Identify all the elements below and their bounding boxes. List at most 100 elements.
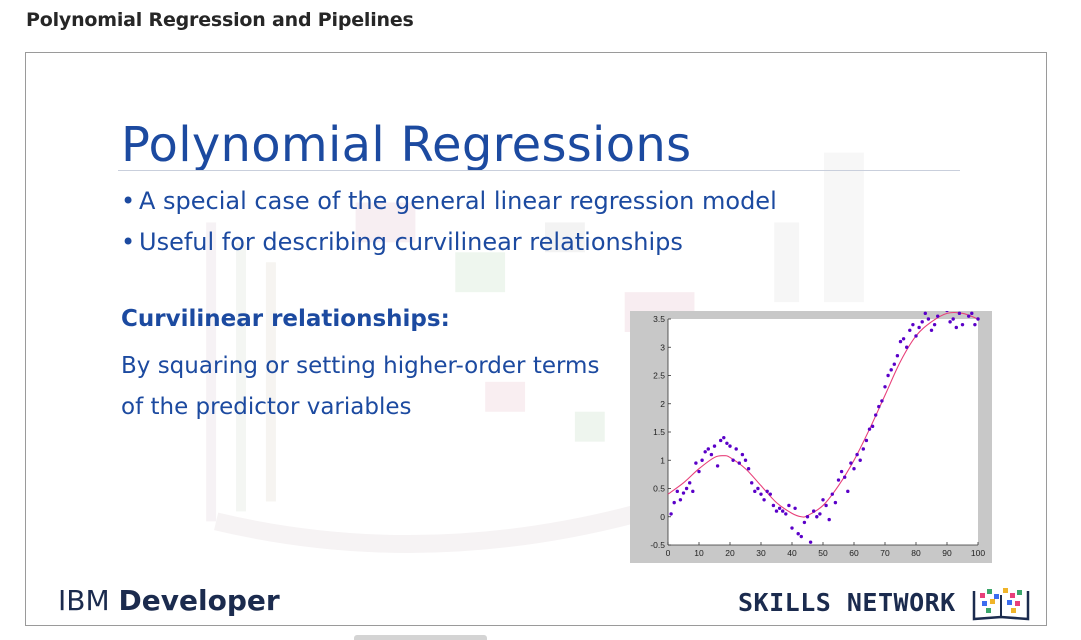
data-point — [709, 452, 714, 457]
data-point — [712, 444, 717, 448]
data-point — [951, 317, 955, 321]
x-tick-label: 80 — [911, 548, 921, 558]
data-point — [700, 458, 704, 462]
data-point — [967, 314, 971, 318]
video-slide[interactable]: Polynomial Regressions • A special case o… — [25, 52, 1047, 626]
data-point — [765, 489, 769, 494]
data-point — [706, 447, 710, 451]
data-point — [737, 461, 741, 465]
data-point — [852, 467, 856, 471]
data-point — [675, 489, 679, 494]
description-line: By squaring or setting higher-order term… — [121, 353, 600, 379]
data-point — [734, 447, 738, 451]
data-point — [957, 311, 962, 316]
skills-network-book-icon — [972, 588, 1030, 621]
data-point — [870, 424, 875, 429]
data-point — [725, 441, 729, 445]
data-point — [821, 498, 825, 502]
data-point — [839, 469, 844, 474]
data-point — [793, 506, 797, 510]
data-point — [681, 491, 686, 495]
data-point — [678, 498, 683, 502]
data-point — [917, 325, 921, 330]
data-point — [762, 498, 766, 502]
data-point — [861, 447, 865, 451]
data-point — [790, 526, 794, 530]
data-point — [905, 345, 909, 349]
data-point — [743, 458, 748, 462]
bullet-dot: • — [121, 228, 136, 256]
data-point — [815, 515, 819, 519]
data-point — [672, 500, 676, 505]
data-point — [976, 317, 980, 321]
data-point — [796, 532, 800, 536]
data-point — [843, 475, 847, 479]
data-point — [855, 452, 859, 457]
data-point — [799, 534, 803, 539]
horizontal-scrollbar[interactable] — [354, 635, 487, 640]
data-point — [703, 450, 707, 454]
x-tick-label: 90 — [942, 548, 952, 558]
bullet-list: • A special case of the general linear re… — [121, 183, 777, 265]
y-tick-label: -0.5 — [650, 540, 665, 550]
x-tick-label: 70 — [880, 548, 890, 558]
skills-network-label: SKILLS NETWORK — [738, 588, 956, 617]
data-point — [920, 320, 924, 324]
data-point — [787, 503, 791, 508]
x-tick-label: 30 — [756, 548, 766, 558]
data-point — [753, 489, 757, 494]
data-point — [784, 512, 788, 516]
x-tick-label: 0 — [666, 548, 671, 558]
data-point — [777, 506, 782, 510]
data-point — [719, 438, 723, 443]
data-point — [864, 438, 869, 443]
data-point — [740, 452, 745, 457]
data-point — [812, 509, 816, 513]
polynomial-fit-chart: -0.500.511.522.533.50 10 20 30 40 50 60 70 80 90 1… — [630, 311, 992, 563]
plot-area — [668, 319, 978, 545]
data-point — [802, 520, 807, 525]
data-point — [781, 509, 785, 513]
data-point — [808, 540, 813, 544]
data-point — [926, 317, 931, 321]
x-tick-label: 10 — [694, 548, 704, 558]
data-point — [771, 503, 776, 508]
bullet-text: Useful for describing curvilinear relati… — [139, 228, 683, 256]
y-tick-label: 3 — [660, 342, 665, 352]
data-point — [746, 467, 751, 471]
data-point — [750, 481, 754, 485]
data-point — [874, 413, 878, 417]
data-point — [849, 461, 853, 465]
data-point — [688, 481, 692, 485]
data-point — [759, 492, 763, 496]
bullet-item: • A special case of the general linear re… — [121, 183, 777, 224]
y-tick-label: 2.5 — [653, 371, 665, 381]
x-tick-label: 40 — [787, 548, 797, 558]
data-point — [722, 435, 726, 440]
data-point — [818, 512, 822, 516]
y-tick-label: 3.5 — [653, 314, 665, 324]
data-point — [945, 311, 949, 313]
data-point — [836, 478, 841, 482]
y-tick-label: 0.5 — [653, 484, 665, 494]
page-heading: Polynomial Regression and Pipelines — [26, 9, 414, 31]
curvilinear-heading: Curvilinear relationships: — [121, 306, 450, 332]
data-point — [895, 354, 900, 358]
brand-bold: Developer — [118, 584, 280, 617]
data-point — [805, 515, 810, 519]
x-tick-label: 100 — [971, 548, 985, 558]
x-tick-label: 20 — [725, 548, 735, 558]
data-point — [830, 492, 834, 496]
data-point — [908, 328, 912, 332]
data-point — [911, 322, 915, 327]
data-point — [877, 404, 881, 409]
bullet-item: • Useful for describing curvilinear relat… — [121, 224, 777, 265]
curvilinear-description: By squaring or setting higher-order term… — [121, 346, 641, 428]
data-point — [914, 334, 918, 338]
data-point — [731, 458, 735, 462]
brand-prefix: IBM — [58, 584, 119, 617]
y-tick-label: 2 — [660, 399, 665, 409]
data-point — [827, 517, 831, 522]
data-point — [774, 509, 779, 513]
data-point — [898, 339, 903, 344]
